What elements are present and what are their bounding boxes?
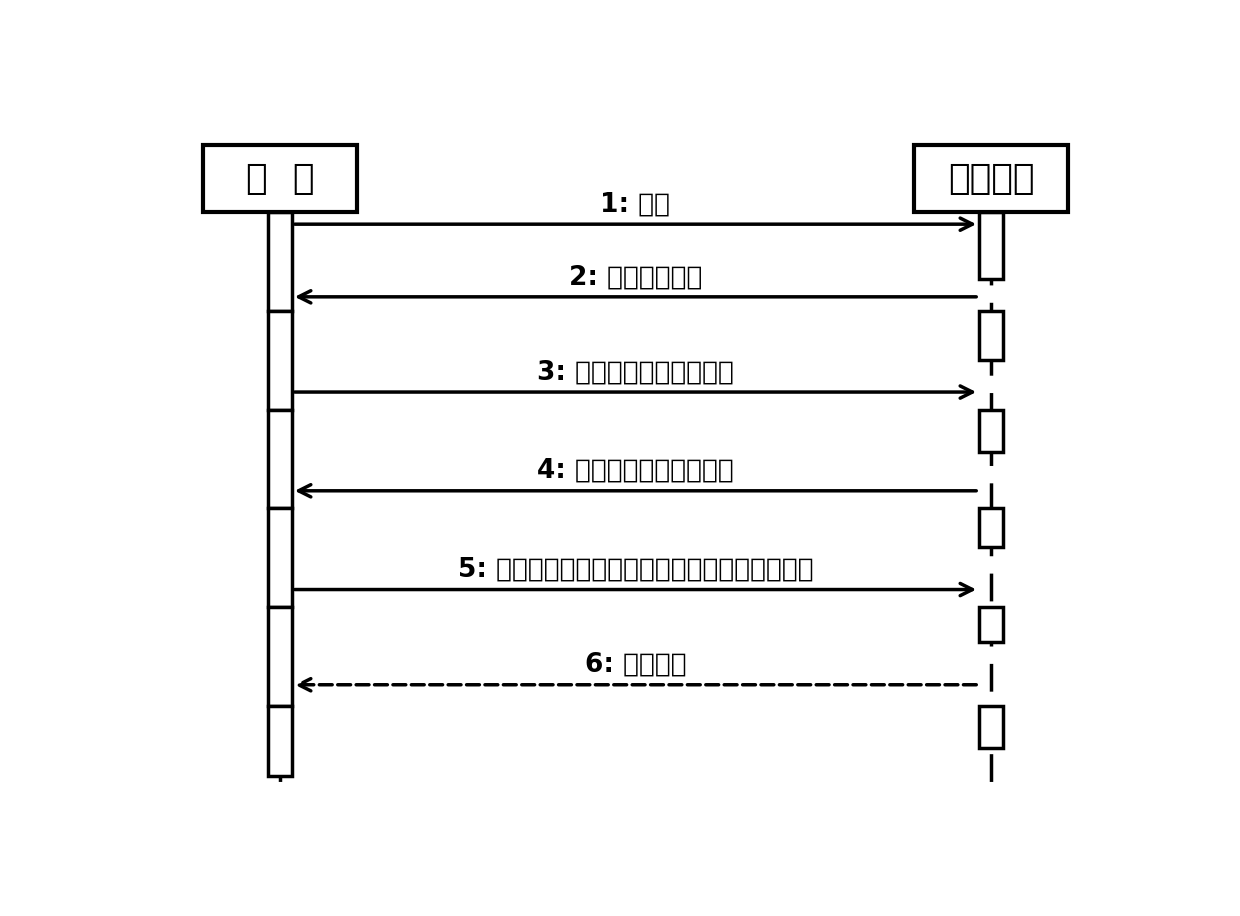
Bar [980, 213, 1003, 279]
Bar [203, 145, 357, 213]
Text: 图形平台: 图形平台 [947, 162, 1034, 196]
Bar [268, 706, 291, 777]
Bar [268, 311, 291, 409]
Bar [980, 311, 1003, 360]
Bar [268, 607, 291, 706]
Bar [268, 508, 291, 607]
Bar [980, 607, 1003, 642]
Bar [268, 213, 291, 311]
Text: 4: 确认注册信息符合规范: 4: 确认注册信息符合规范 [537, 458, 734, 484]
Bar [914, 145, 1068, 213]
Text: 2: 确认可以注册: 2: 确认可以注册 [569, 264, 702, 290]
Text: 插  件: 插 件 [246, 162, 314, 196]
Text: 5: 平台将插件拷贝到安装目录下并生成注册信息: 5: 平台将插件拷贝到安装目录下并生成注册信息 [458, 557, 813, 583]
Bar [268, 409, 291, 508]
Bar [980, 508, 1003, 547]
Bar [980, 706, 1003, 748]
Text: 6: 注册完成: 6: 注册完成 [585, 652, 686, 678]
Bar [980, 409, 1003, 452]
Text: 1: 注册: 1: 注册 [600, 191, 671, 217]
Text: 3: 平台读取插件注册信息: 3: 平台读取插件注册信息 [537, 359, 734, 386]
